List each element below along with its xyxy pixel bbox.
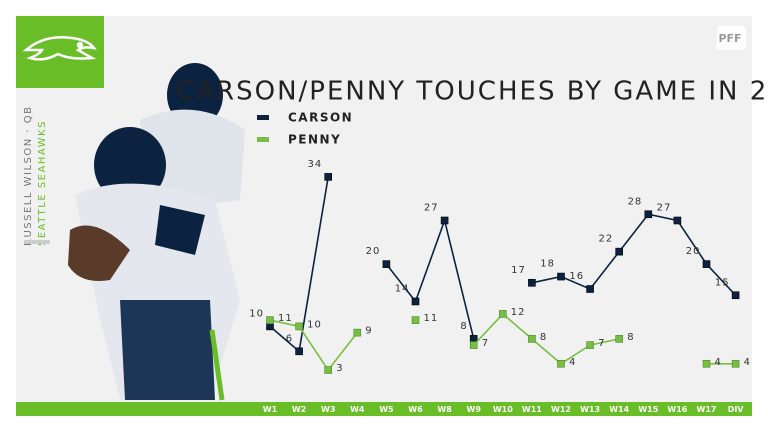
data-label: 4	[744, 357, 751, 368]
x-tick-label: W14	[609, 405, 629, 414]
point	[324, 173, 333, 181]
x-tick-label: W15	[638, 405, 658, 414]
point	[353, 328, 362, 337]
point	[295, 322, 303, 331]
brand-logo: PFF	[716, 26, 746, 50]
x-tick-label: W1	[263, 405, 278, 414]
data-label: 28	[628, 196, 643, 207]
point	[382, 260, 391, 268]
legend-label: PENNY	[288, 133, 341, 147]
point	[411, 297, 420, 306]
data-label: 6	[286, 333, 293, 344]
data-label: 17	[511, 265, 526, 276]
x-tick-label: W4	[350, 405, 365, 414]
data-label: 15	[715, 277, 730, 288]
series-line	[385, 217, 475, 340]
point	[586, 341, 594, 349]
data-label: 3	[336, 363, 343, 374]
point	[469, 341, 478, 349]
data-label: 11	[278, 313, 293, 324]
series-line	[473, 312, 620, 365]
x-tick-label: DIV	[728, 405, 745, 414]
x-tick-label: W16	[667, 405, 687, 414]
team-label: SEATTLE SEAHAWKS	[37, 120, 48, 246]
axis-band	[16, 402, 752, 416]
point	[440, 216, 449, 225]
legend-marker	[257, 137, 269, 142]
point	[324, 366, 333, 374]
point	[702, 260, 711, 268]
legend-marker	[257, 115, 269, 120]
point	[557, 272, 565, 281]
chart-title: CARSON/PENNY TOUCHES BY GAME IN 2018	[176, 77, 768, 107]
data-label: 27	[657, 202, 672, 213]
point	[702, 359, 711, 368]
data-label: 14	[395, 283, 410, 294]
team-logo-box	[16, 16, 104, 88]
data-label: 16	[569, 271, 584, 282]
data-label: 20	[366, 246, 381, 257]
data-label: 7	[482, 338, 489, 349]
point	[498, 310, 507, 318]
divider	[24, 240, 50, 244]
data-label: 10	[249, 308, 264, 319]
x-tick-label: W12	[551, 405, 571, 414]
x-tick-label: W10	[493, 405, 513, 414]
point	[615, 247, 624, 256]
data-label: 8	[627, 332, 634, 343]
point	[411, 316, 420, 324]
point	[295, 347, 303, 356]
series-line	[269, 319, 358, 372]
x-tick-label: W9	[467, 405, 482, 414]
x-tick-label: W13	[580, 405, 600, 414]
x-tick-label: W8	[437, 405, 452, 414]
data-label: 22	[598, 234, 613, 245]
data-label: 20	[686, 246, 701, 257]
data-label: 7	[598, 338, 605, 349]
point	[557, 359, 565, 368]
point	[528, 335, 536, 343]
x-tick-label: W6	[408, 405, 423, 414]
x-tick-label: W11	[522, 405, 542, 414]
data-label: 12	[511, 307, 526, 318]
legend-label: CARSON	[288, 111, 353, 125]
point	[615, 335, 624, 343]
series-line	[531, 213, 737, 296]
data-label: 8	[540, 332, 547, 343]
x-tick-label: W3	[321, 405, 335, 414]
player-label: RUSSELL WILSON · QB	[23, 106, 34, 246]
brand-text: PFF	[718, 32, 741, 45]
data-label: 18	[540, 259, 555, 270]
team-logo	[22, 36, 97, 61]
data-label: 4	[715, 357, 722, 368]
data-label: 27	[424, 202, 439, 213]
point	[673, 216, 682, 225]
point	[586, 285, 594, 293]
point	[731, 291, 740, 300]
x-tick-label: W2	[292, 405, 306, 414]
data-label: 9	[365, 326, 372, 337]
data-label: 10	[307, 319, 322, 330]
data-label: 34	[307, 159, 322, 170]
x-tick-label: W17	[697, 405, 717, 414]
player-photo	[68, 63, 245, 401]
x-tick-label: W5	[379, 405, 394, 414]
point	[528, 278, 536, 287]
point	[266, 316, 274, 324]
data-label: 4	[569, 357, 576, 368]
data-label: 8	[460, 321, 467, 332]
data-label: 11	[424, 313, 439, 324]
point	[644, 210, 653, 219]
point	[731, 359, 740, 368]
